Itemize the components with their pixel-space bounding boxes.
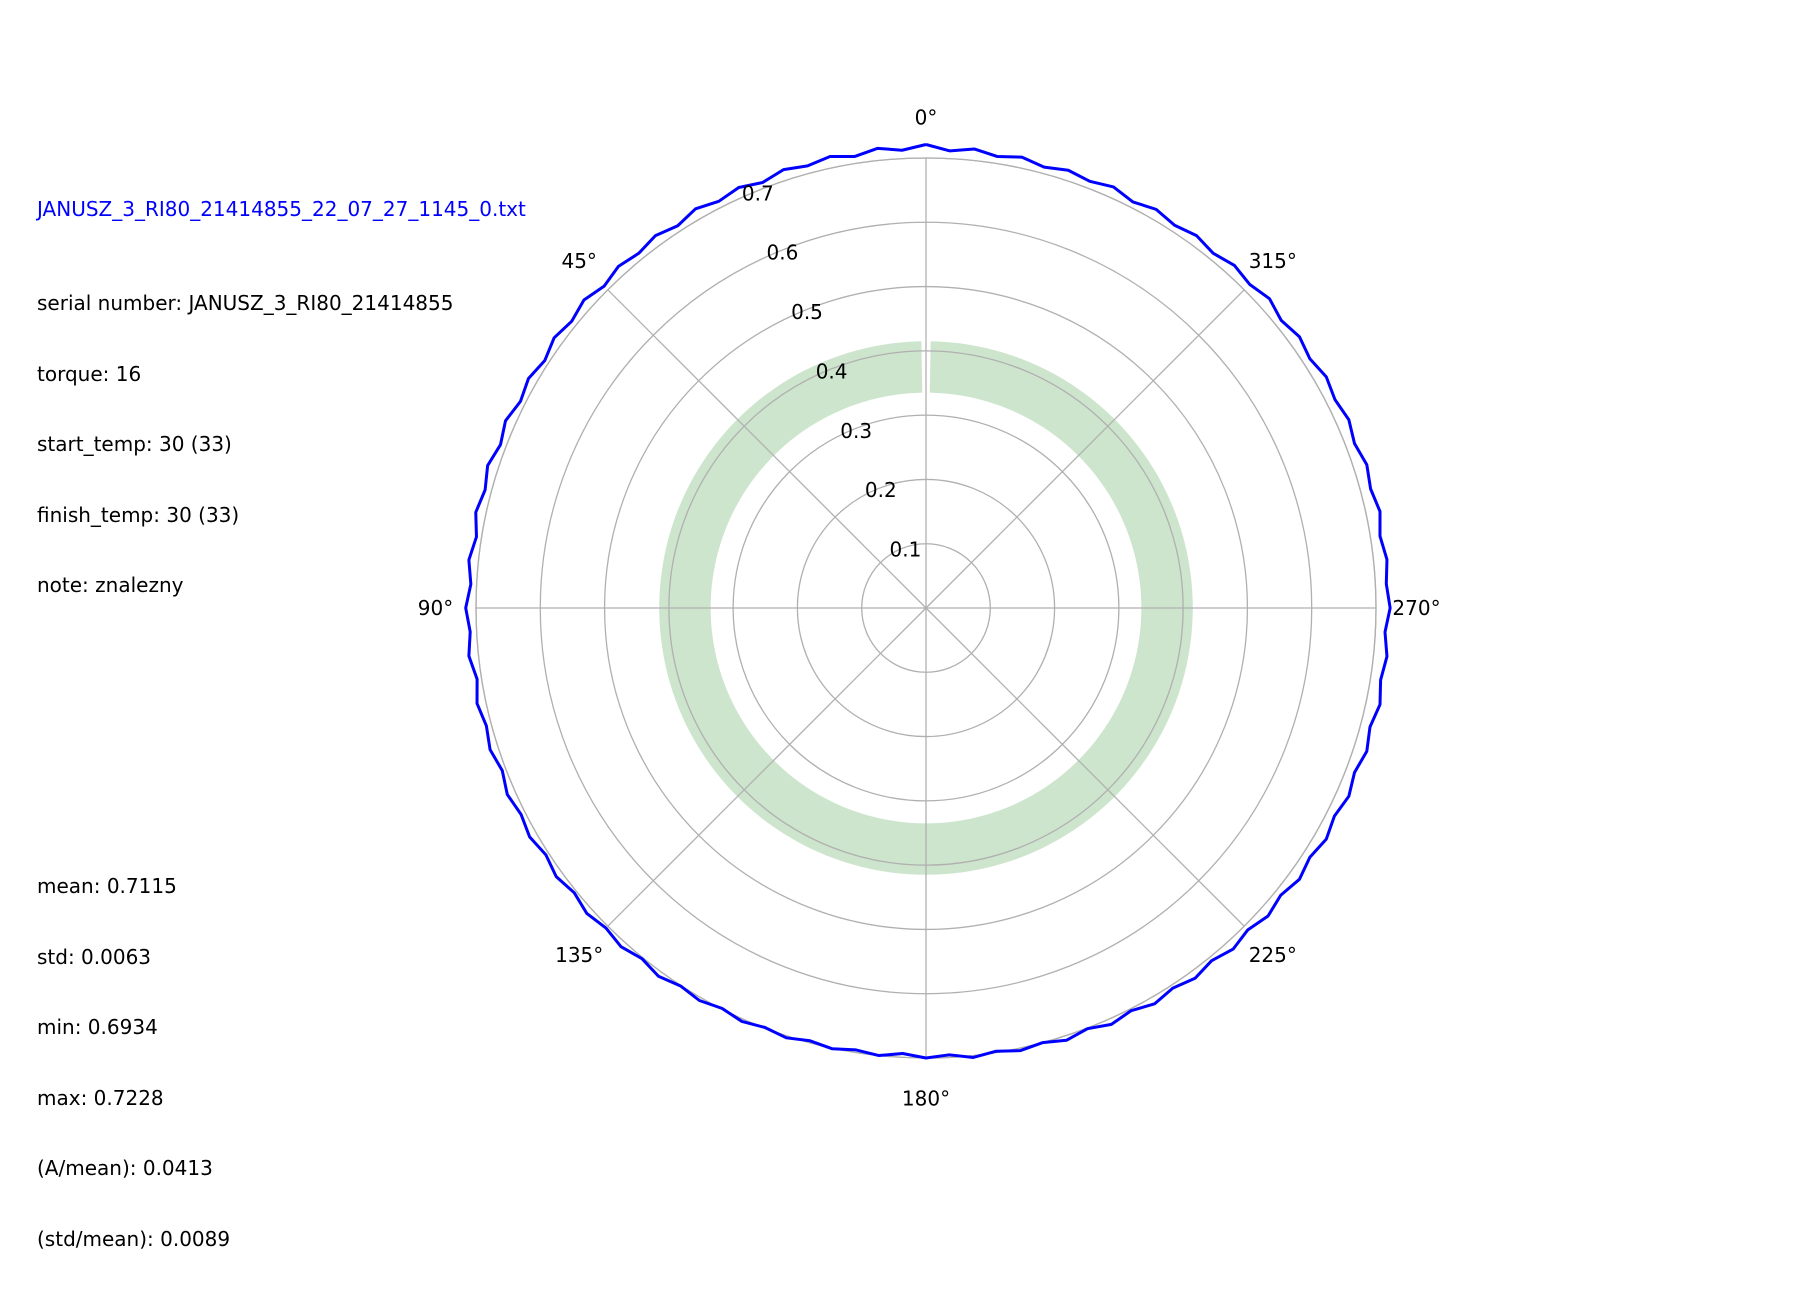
radial-tick-label: 0.4 [816, 359, 848, 383]
angle-tick-label: 315° [1249, 249, 1297, 273]
radial-tick-label: 0.7 [742, 181, 774, 205]
polar-chart: 0° 45° 90° 135° 180° 225° 270° 315° 0.1 0.2 0.3 0.4… [418, 106, 1441, 1111]
angle-tick-label: 225° [1249, 943, 1297, 967]
angular-gridline [925, 607, 1245, 927]
angular-gridline [925, 289, 1245, 609]
stat-std: std: 0.0063 [37, 944, 152, 969]
radial-tick-label: 0.3 [840, 419, 872, 443]
angle-tick-label: 45° [561, 249, 596, 273]
stats-info: mean: 0.7115 std: 0.0063 min: 0.6934 max… [37, 828, 230, 1298]
stat-std-mean: (std/mean): 0.0089 [37, 1226, 231, 1251]
radial-tick-label: 0.5 [791, 300, 823, 324]
stat-mean: mean: 0.7115 [37, 874, 177, 898]
stat-max: max: 0.7228 [37, 1085, 164, 1110]
meta-info: serial number: JANUSZ_3_RI80_21414855 to… [37, 245, 453, 645]
file-name: JANUSZ_3_RI80_21414855_22_07_27_1145_0.t… [37, 197, 526, 221]
figure: JANUSZ_3_RI80_21414855_22_07_27_1145_0.t… [37, 106, 1441, 1251]
angular-gridline [607, 607, 927, 927]
stat-a-mean: (A/mean): 0.0413 [37, 1156, 213, 1180]
angle-tick-label: 90° [418, 596, 453, 620]
stat-min: min: 0.6934 [37, 1015, 158, 1039]
meta-line-note: note: znalezny [37, 573, 184, 597]
meta-line-serial: serial number: JANUSZ_3_RI80_21414855 [37, 291, 454, 315]
radial-tick-label: 0.1 [889, 538, 921, 562]
measurement-line [464, 143, 1392, 1060]
radial-tick-label: 0.2 [865, 478, 897, 502]
angle-tick-label: 135° [555, 943, 603, 967]
angle-tick-label: 270° [1392, 596, 1440, 620]
meta-line-torque: torque: 16 [37, 361, 142, 386]
angular-gridline [607, 289, 927, 609]
angle-tick-label: 180° [902, 1087, 950, 1111]
angle-tick-label: 0° [915, 106, 938, 130]
meta-line-finish-temp: finish_temp: 30 (33) [37, 502, 240, 527]
meta-line-start-temp: start_temp: 30 (33) [37, 432, 232, 456]
radial-tick-label: 0.6 [766, 241, 798, 265]
